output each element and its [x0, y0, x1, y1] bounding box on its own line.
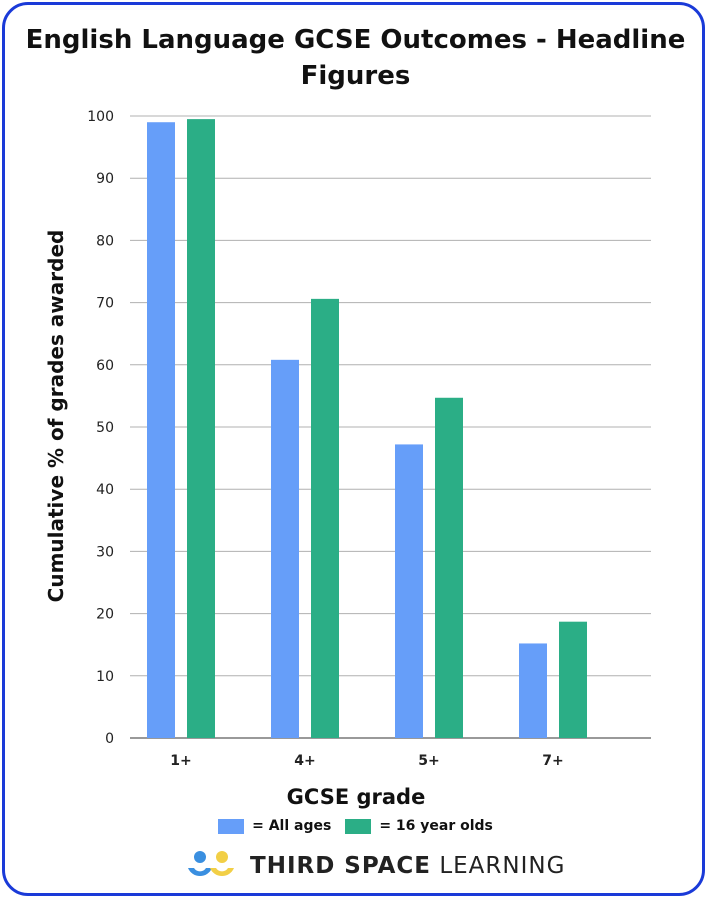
- x-axis-label: GCSE grade: [287, 785, 426, 809]
- legend-swatch-all-ages: [218, 818, 245, 834]
- y-tick-label: 50: [96, 420, 114, 436]
- legend-label-all-ages: = All ages: [252, 818, 332, 834]
- legend: = All ages = 16 year olds: [0, 818, 711, 834]
- bar-all-ages: [271, 359, 299, 738]
- bar-16-year-olds: [559, 621, 587, 738]
- x-tick-label: 7+: [542, 753, 563, 769]
- card-frame: [2, 2, 705, 896]
- y-tick-label: 10: [96, 669, 114, 685]
- y-tick-label: 70: [96, 296, 114, 312]
- y-tick-label: 80: [96, 233, 114, 249]
- logo-text: THIRD SPACE LEARNING: [250, 853, 566, 879]
- legend-swatch-16-year-olds: [345, 818, 372, 834]
- bar-16-year-olds: [435, 397, 463, 738]
- x-tick-label: 4+: [294, 753, 315, 769]
- bar-all-ages: [147, 122, 175, 739]
- y-tick-label: 40: [96, 482, 114, 498]
- y-axis-label: Cumulative % of grades awarded: [44, 230, 68, 603]
- y-tick-label: 100: [87, 109, 114, 125]
- bar-all-ages: [395, 444, 423, 738]
- third-space-learning-logo: THIRD SPACE LEARNING: [186, 848, 565, 884]
- y-tick-label: 60: [96, 358, 114, 374]
- x-tick-label: 1+: [170, 753, 191, 769]
- legend-label-16-year-olds: = 16 year olds: [379, 818, 493, 834]
- y-tick-label: 20: [96, 607, 114, 623]
- bar-16-year-olds: [187, 119, 215, 739]
- y-tick-label: 90: [96, 171, 114, 187]
- y-tick-label: 30: [96, 544, 114, 560]
- bar-all-ages: [519, 643, 547, 738]
- logo-icon: [188, 851, 234, 876]
- y-tick-label: 0: [105, 731, 114, 747]
- bar-16-year-olds: [311, 298, 339, 738]
- title-line-2: Figures: [300, 61, 411, 91]
- title-line-1: English Language GCSE Outcomes - Headlin…: [25, 25, 686, 55]
- chart-title: English Language GCSE Outcomes - Headlin…: [0, 22, 711, 94]
- x-tick-label: 5+: [418, 753, 439, 769]
